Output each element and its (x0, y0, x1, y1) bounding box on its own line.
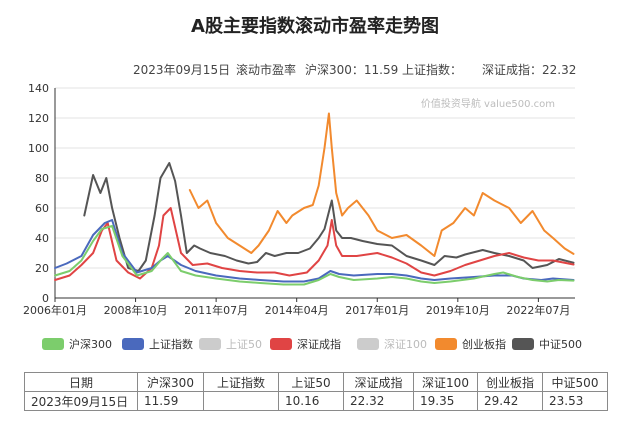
legend-label: 中证500 (539, 338, 582, 351)
x-tick-label: 2022年07月 (506, 303, 570, 317)
series-line (54, 225, 575, 286)
x-tick-label: 2014年04月 (265, 303, 329, 317)
x-axis-ticks: 2006年01月 2008年10月 2011年07月 2014年04月 2017年01月… (23, 298, 570, 317)
x-tick-label: 2011年07月 (184, 303, 248, 317)
legend-item[interactable]: 沪深300 (42, 337, 112, 351)
y-tick-label: 140 (28, 82, 49, 95)
y-tick-label: 60 (35, 202, 49, 215)
table-header-row: 日期 沪深300 上证指数 上证50 深证成指 深证100 创业板指 中证500 (24, 372, 608, 392)
legend-swatch (435, 338, 457, 350)
table-header-cell: 创业板指 (477, 372, 543, 392)
subtitle-sz-label: 上证指数： (402, 63, 463, 77)
x-tick-label: 2019年10月 (426, 303, 490, 317)
chart-legend: 沪深300 上证指数 上证50 深证成指 深证100 创业板指 中证500 (42, 337, 602, 351)
subtitle-szcz: 深证成指：22.32 (482, 63, 577, 77)
table-header-cell: 中证500 (542, 372, 608, 392)
table-cell (203, 391, 279, 411)
series-line (54, 207, 575, 281)
series-lines (54, 112, 575, 286)
legend-swatch (199, 338, 221, 350)
legend-swatch (512, 338, 534, 350)
table-header-cell: 沪深300 (137, 372, 204, 392)
table-header-cell: 上证50 (278, 372, 344, 392)
table-header-cell: 深证成指 (343, 372, 414, 392)
watermark-text: 价值投资导航 value500.com (421, 97, 555, 110)
summary-table: 日期 沪深300 上证指数 上证50 深证成指 深证100 创业板指 中证500 2023年0… (24, 372, 608, 411)
legend-label: 上证指数 (149, 338, 193, 351)
legend-swatch (357, 338, 379, 350)
table-cell: 23.53 (542, 391, 608, 411)
table-cell: 2023年09月15日 (24, 391, 138, 411)
chart-title: A股主要指数滚动市盈率走势图 (191, 16, 439, 37)
legend-item[interactable]: 创业板指 (435, 337, 506, 351)
legend-label: 创业板指 (462, 338, 506, 351)
y-tick-label: 80 (35, 172, 49, 185)
table-header-cell: 深证100 (413, 372, 478, 392)
y-tick-label: 120 (28, 112, 49, 125)
chart-subtitle: 2023年09月15日 滚动市盈率 沪深300：11.59 上证指数： 深证成指… (0, 61, 630, 145)
subtitle-date: 2023年09月15日 (133, 63, 231, 77)
x-tick-label: 2008年10月 (104, 303, 168, 317)
table-cell: 29.42 (477, 391, 543, 411)
series-line (188, 112, 575, 257)
series-line (83, 162, 575, 272)
y-tick-label: 40 (35, 232, 49, 245)
legend-label: 深证成指 (297, 338, 341, 351)
x-tick-label: 2017年01月 (345, 303, 409, 317)
series-line (54, 219, 575, 283)
pe-line-chart: 0 20 40 60 80 100 120 140 2006年01月 2008年10月 2011年… (23, 82, 575, 317)
x-tick-label: 2006年01月 (23, 303, 87, 317)
subtitle-metric: 滚动市盈率 (236, 63, 297, 77)
legend-label: 上证50 (226, 338, 262, 351)
y-tick-label: 0 (42, 292, 49, 305)
table-header-cell: 日期 (24, 372, 138, 392)
subtitle-hs300: 沪深300：11.59 (305, 63, 399, 77)
legend-swatch (42, 338, 64, 350)
table-row: 2023年09月15日 11.59 10.16 22.32 19.35 29.42 23.5… (24, 391, 608, 411)
table-cell: 19.35 (413, 391, 478, 411)
y-axis-ticks: 0 20 40 60 80 100 120 140 (28, 82, 49, 305)
legend-item[interactable]: 中证500 (512, 337, 582, 351)
table-header-cell: 上证指数 (203, 372, 279, 392)
legend-label: 深证100 (384, 338, 427, 351)
legend-item[interactable]: 深证成指 (270, 337, 341, 351)
legend-swatch (122, 338, 144, 350)
y-tick-label: 20 (35, 262, 49, 275)
table-cell: 11.59 (137, 391, 204, 411)
y-tick-label: 100 (28, 142, 49, 155)
legend-item[interactable]: 深证100 (357, 337, 427, 351)
legend-swatch (270, 338, 292, 350)
legend-item[interactable]: 上证50 (199, 337, 262, 351)
legend-label: 沪深300 (69, 338, 112, 351)
legend-item[interactable]: 上证指数 (122, 337, 193, 351)
table-cell: 10.16 (278, 391, 344, 411)
table-cell: 22.32 (343, 391, 414, 411)
